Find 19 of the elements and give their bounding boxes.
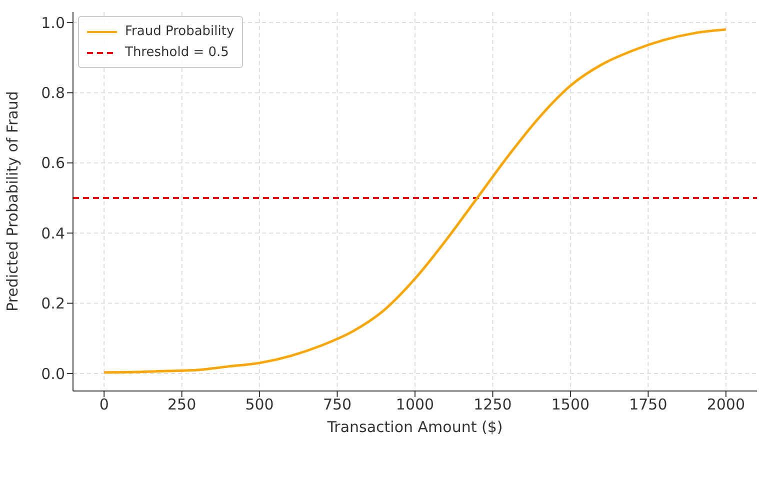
x-tick-label: 1500 bbox=[551, 396, 590, 414]
y-tick-label: 0.2 bbox=[41, 294, 65, 313]
y-tick-label: 0.6 bbox=[41, 154, 65, 172]
y-axis-title: Predicted Probability of Fraud bbox=[3, 91, 22, 312]
y-tick-label: 0.0 bbox=[41, 364, 65, 383]
x-tick-label: 500 bbox=[245, 396, 274, 414]
y-tick-label: 0.4 bbox=[41, 224, 65, 242]
x-tick-label: 750 bbox=[322, 396, 352, 414]
x-axis-title: Transaction Amount ($) bbox=[326, 418, 503, 436]
x-tick-label: 1750 bbox=[629, 396, 668, 414]
x-tick-label: 1250 bbox=[474, 396, 512, 414]
legend-label: Fraud Probability bbox=[125, 24, 234, 39]
x-tick-label: 0 bbox=[99, 396, 109, 414]
x-tick-label: 250 bbox=[168, 396, 196, 414]
y-tick-label: 0.8 bbox=[41, 84, 65, 102]
x-tick-label: 2000 bbox=[706, 396, 746, 414]
legend-label: Threshold = 0.5 bbox=[125, 45, 229, 60]
x-tick-label: 1000 bbox=[396, 396, 434, 414]
y-tick-label: 1.0 bbox=[41, 14, 65, 32]
